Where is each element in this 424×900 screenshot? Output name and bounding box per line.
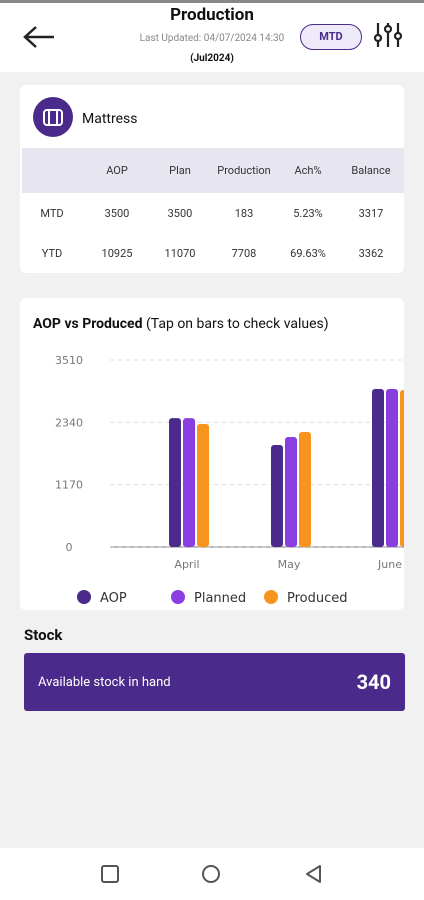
- last-updated: Last Updated: 04/07/2024 14:30: [139, 33, 285, 44]
- table-header: [22, 148, 404, 193]
- table-cell: 3317: [358, 207, 384, 220]
- y-tick-label: 3510: [55, 354, 83, 367]
- bar: [400, 389, 404, 547]
- table-cell: 3362: [358, 247, 384, 260]
- stock-label: Available stock in hand: [38, 675, 171, 690]
- bar: [372, 388, 384, 547]
- bar: [197, 423, 209, 547]
- back-nav-button[interactable]: [306, 865, 321, 883]
- filter-button[interactable]: [373, 21, 403, 49]
- row-label: YTD: [41, 247, 63, 260]
- x-tick-label: April: [174, 558, 199, 571]
- legend-marker: [77, 590, 91, 604]
- legend-marker: [264, 590, 278, 604]
- chart-subtitle: (Tap on bars to check values): [146, 316, 329, 332]
- table-cell: 69.63%: [290, 247, 326, 260]
- row-label: MTD: [40, 207, 64, 220]
- table-cell: 3500: [104, 207, 130, 220]
- x-tick-label: May: [278, 558, 301, 571]
- nav-icons: [101, 865, 321, 883]
- chart-title: AOP vs Produced: [33, 316, 143, 332]
- recents-button[interactable]: [101, 865, 119, 883]
- bar: [271, 444, 283, 547]
- legend-label: Produced: [287, 591, 348, 606]
- chart-heading: AOP vs Produced (Tap on bars to check va…: [33, 316, 329, 332]
- legend-label: Planned: [194, 591, 246, 606]
- bar: [169, 418, 181, 547]
- bar: [299, 432, 311, 547]
- title: Production: [170, 5, 254, 25]
- column-header: Ach%: [294, 164, 322, 177]
- column-header: Balance: [351, 164, 391, 177]
- column-header: Plan: [169, 164, 191, 177]
- bar: [386, 388, 398, 547]
- product-icon: [33, 97, 73, 137]
- y-tick-label: 1170: [55, 479, 83, 492]
- product-name: Mattress: [82, 111, 138, 127]
- nav-bar: [0, 848, 424, 900]
- table-cell: 7708: [231, 247, 257, 260]
- stock-title: Stock: [24, 626, 63, 644]
- column-header: AOP: [106, 164, 128, 177]
- table-cell: 183: [234, 207, 254, 220]
- table-cell: 5.23%: [293, 207, 323, 220]
- stock-banner: Available stock in hand 340: [24, 653, 405, 711]
- bar: [285, 436, 297, 547]
- chart-card: [20, 298, 404, 610]
- y-tick-label: 2340: [55, 416, 83, 429]
- legend-marker: [171, 590, 185, 604]
- bars: April May June: [169, 388, 404, 571]
- legend-label: AOP: [100, 591, 127, 606]
- table-cell: 10925: [101, 247, 133, 260]
- table-cell: 3500: [167, 207, 193, 220]
- back-button[interactable]: [22, 24, 56, 50]
- period: (Jul2024): [190, 53, 234, 64]
- table-cell: 11070: [164, 247, 196, 260]
- home-button[interactable]: [202, 865, 220, 883]
- x-tick-label: June: [377, 558, 402, 571]
- chart: 0 1170 2340 3510 April May June AOP Planned Produ…: [55, 354, 404, 606]
- bar: [183, 418, 195, 547]
- column-header: Production: [217, 164, 271, 177]
- y-tick-label: 0: [66, 541, 73, 554]
- stock-value: 340: [356, 670, 391, 694]
- mtd-toggle[interactable]: MTD: [300, 24, 362, 50]
